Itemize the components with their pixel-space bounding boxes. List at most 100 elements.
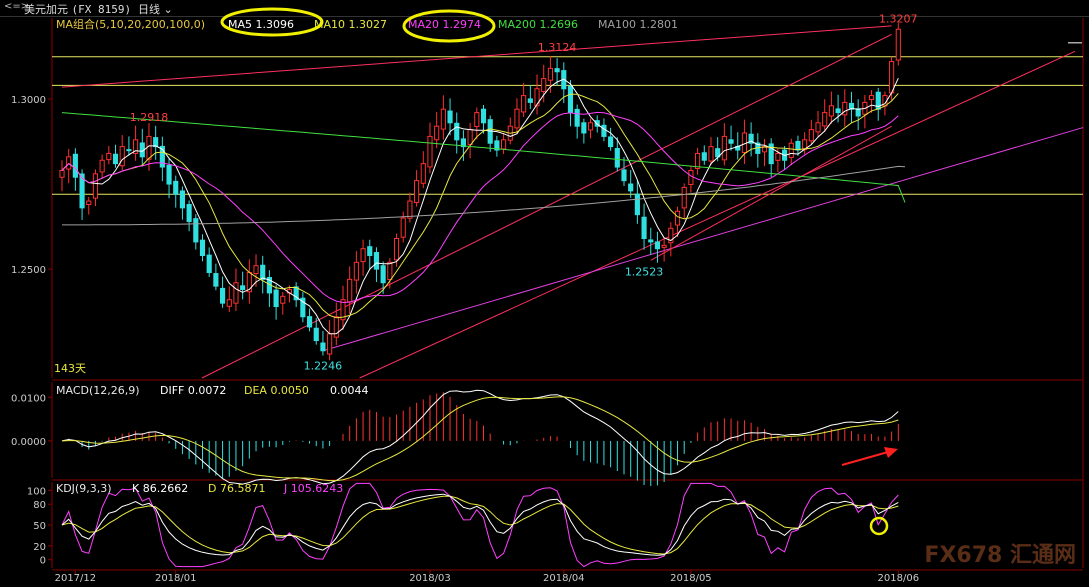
kdj-y-tick-label: 100 [27, 486, 46, 497]
ma100-line [62, 165, 906, 226]
x-tick-label: 2018/05 [670, 573, 712, 584]
candle-body [474, 112, 480, 128]
candle-body [621, 169, 627, 182]
candle-body [434, 125, 440, 141]
period-selector[interactable]: 日线 ⌄ [138, 1, 173, 17]
candle-body [166, 164, 172, 185]
ma20-line [61, 111, 899, 304]
candle-body [467, 129, 473, 145]
symbol-name: 美元加元 (FX 8159) [24, 1, 131, 17]
macd-legend-3: 0.0044 [330, 384, 369, 397]
ma-legend-5: MA100 1.2801 [598, 18, 678, 31]
candle-body [226, 299, 232, 307]
kdj-y-tick-label: 0 [40, 556, 46, 567]
candle-body [447, 110, 453, 124]
candle-body [380, 265, 386, 284]
candle-body [92, 173, 99, 199]
candle-body [808, 129, 814, 142]
ma-legend-2: MA10 1.3027 [314, 18, 387, 31]
candle-body [500, 139, 507, 150]
candle-body [868, 95, 875, 101]
candle-body [193, 218, 199, 243]
kdj-legend-2: D 76.5871 [208, 482, 265, 495]
candle-body [889, 61, 895, 94]
candle-body [353, 261, 359, 281]
candle-body [768, 143, 774, 165]
y-tick-label: 1.2500 [11, 265, 46, 276]
trend-line [201, 33, 892, 379]
candle-body [99, 159, 105, 173]
highlight-ellipse [220, 7, 324, 37]
candle-body [721, 135, 727, 161]
candle-body [634, 193, 640, 216]
candle-body [280, 295, 286, 304]
candle-body [828, 105, 834, 117]
switch-icon[interactable]: <=> [4, 1, 30, 12]
kdj-legend-0: KDJ(9,3,3) [56, 482, 112, 495]
chevron-down-icon: ⌄ [163, 3, 173, 16]
ma200-line [61, 112, 906, 203]
candle-body [587, 122, 594, 131]
candle-body [775, 152, 781, 161]
highlight-ellipse [402, 9, 496, 43]
candle-body [253, 265, 259, 274]
candle-body [661, 244, 667, 248]
candle-body [494, 140, 500, 151]
candle-body [112, 153, 119, 165]
price-annotation: 1.2918 [130, 111, 169, 124]
kdj-k-line [61, 493, 899, 556]
candle-body [547, 67, 553, 81]
candle-body [695, 152, 701, 169]
candle-body [681, 186, 687, 209]
candle-body [835, 108, 841, 114]
trend-line [61, 25, 892, 88]
candle-body [240, 285, 246, 291]
candle-body [648, 239, 654, 243]
trend-line [322, 127, 1084, 352]
macd-y-tick-label: 0.0000 [11, 437, 46, 448]
candle-body [393, 237, 400, 261]
candle-body [788, 142, 794, 158]
ma5-line [61, 77, 899, 335]
macd-dea-line [61, 396, 899, 482]
trend-line [359, 50, 1076, 379]
macd-legend-1: DIFF 0.0072 [160, 384, 226, 397]
candle-body [842, 101, 848, 116]
x-tick-label: 2018/06 [878, 573, 920, 584]
x-tick-label: 2018/01 [155, 573, 197, 584]
macd-legend-0: MACD(12,26,9) [56, 384, 140, 397]
candle-body [260, 264, 266, 280]
candle-body [146, 135, 152, 160]
ma-legend-1: MA5 1.3096 [228, 18, 294, 31]
candle-body [407, 200, 413, 219]
candle-body [601, 124, 607, 137]
arrow-head [884, 447, 898, 458]
candle-body [628, 183, 634, 192]
kdj-y-tick-label: 80 [33, 500, 46, 511]
candle-body [608, 136, 614, 148]
kdj-d-line [61, 495, 899, 555]
price-annotation: 1.2246 [304, 360, 343, 373]
price-annotation: 1.3207 [879, 13, 918, 26]
candle-body [86, 200, 92, 205]
kdj-y-tick-label: 20 [33, 542, 46, 553]
trend-line [650, 125, 892, 261]
candle-body [567, 85, 574, 114]
kdj-j-line [61, 482, 899, 568]
candle-body [327, 333, 333, 355]
candle-body [895, 28, 901, 61]
ma10-line [61, 93, 899, 319]
candle-body [106, 152, 112, 161]
highlight-circle [869, 516, 889, 536]
candle-body [440, 108, 446, 130]
candle-body [855, 108, 861, 117]
watermark: FX678 汇通网 [924, 543, 1076, 568]
candle-body [72, 153, 78, 178]
kdj-y-tick-label: 50 [33, 521, 46, 532]
candle-body [66, 156, 72, 170]
candle-body [179, 190, 186, 209]
candle-body [126, 149, 132, 152]
symbol-label: 美元加元 [24, 3, 68, 16]
candle-body [340, 299, 346, 321]
